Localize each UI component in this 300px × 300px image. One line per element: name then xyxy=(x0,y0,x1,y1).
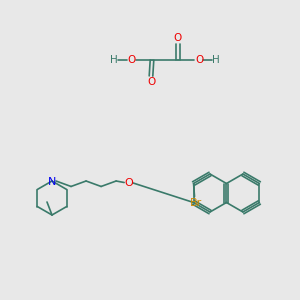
Text: H: H xyxy=(212,55,220,65)
Text: H: H xyxy=(110,55,118,65)
Text: Br: Br xyxy=(189,199,202,208)
Text: N: N xyxy=(48,177,56,187)
Text: O: O xyxy=(195,55,203,65)
Text: O: O xyxy=(125,178,134,188)
Text: O: O xyxy=(147,77,155,87)
Text: O: O xyxy=(174,33,182,43)
Text: O: O xyxy=(127,55,135,65)
